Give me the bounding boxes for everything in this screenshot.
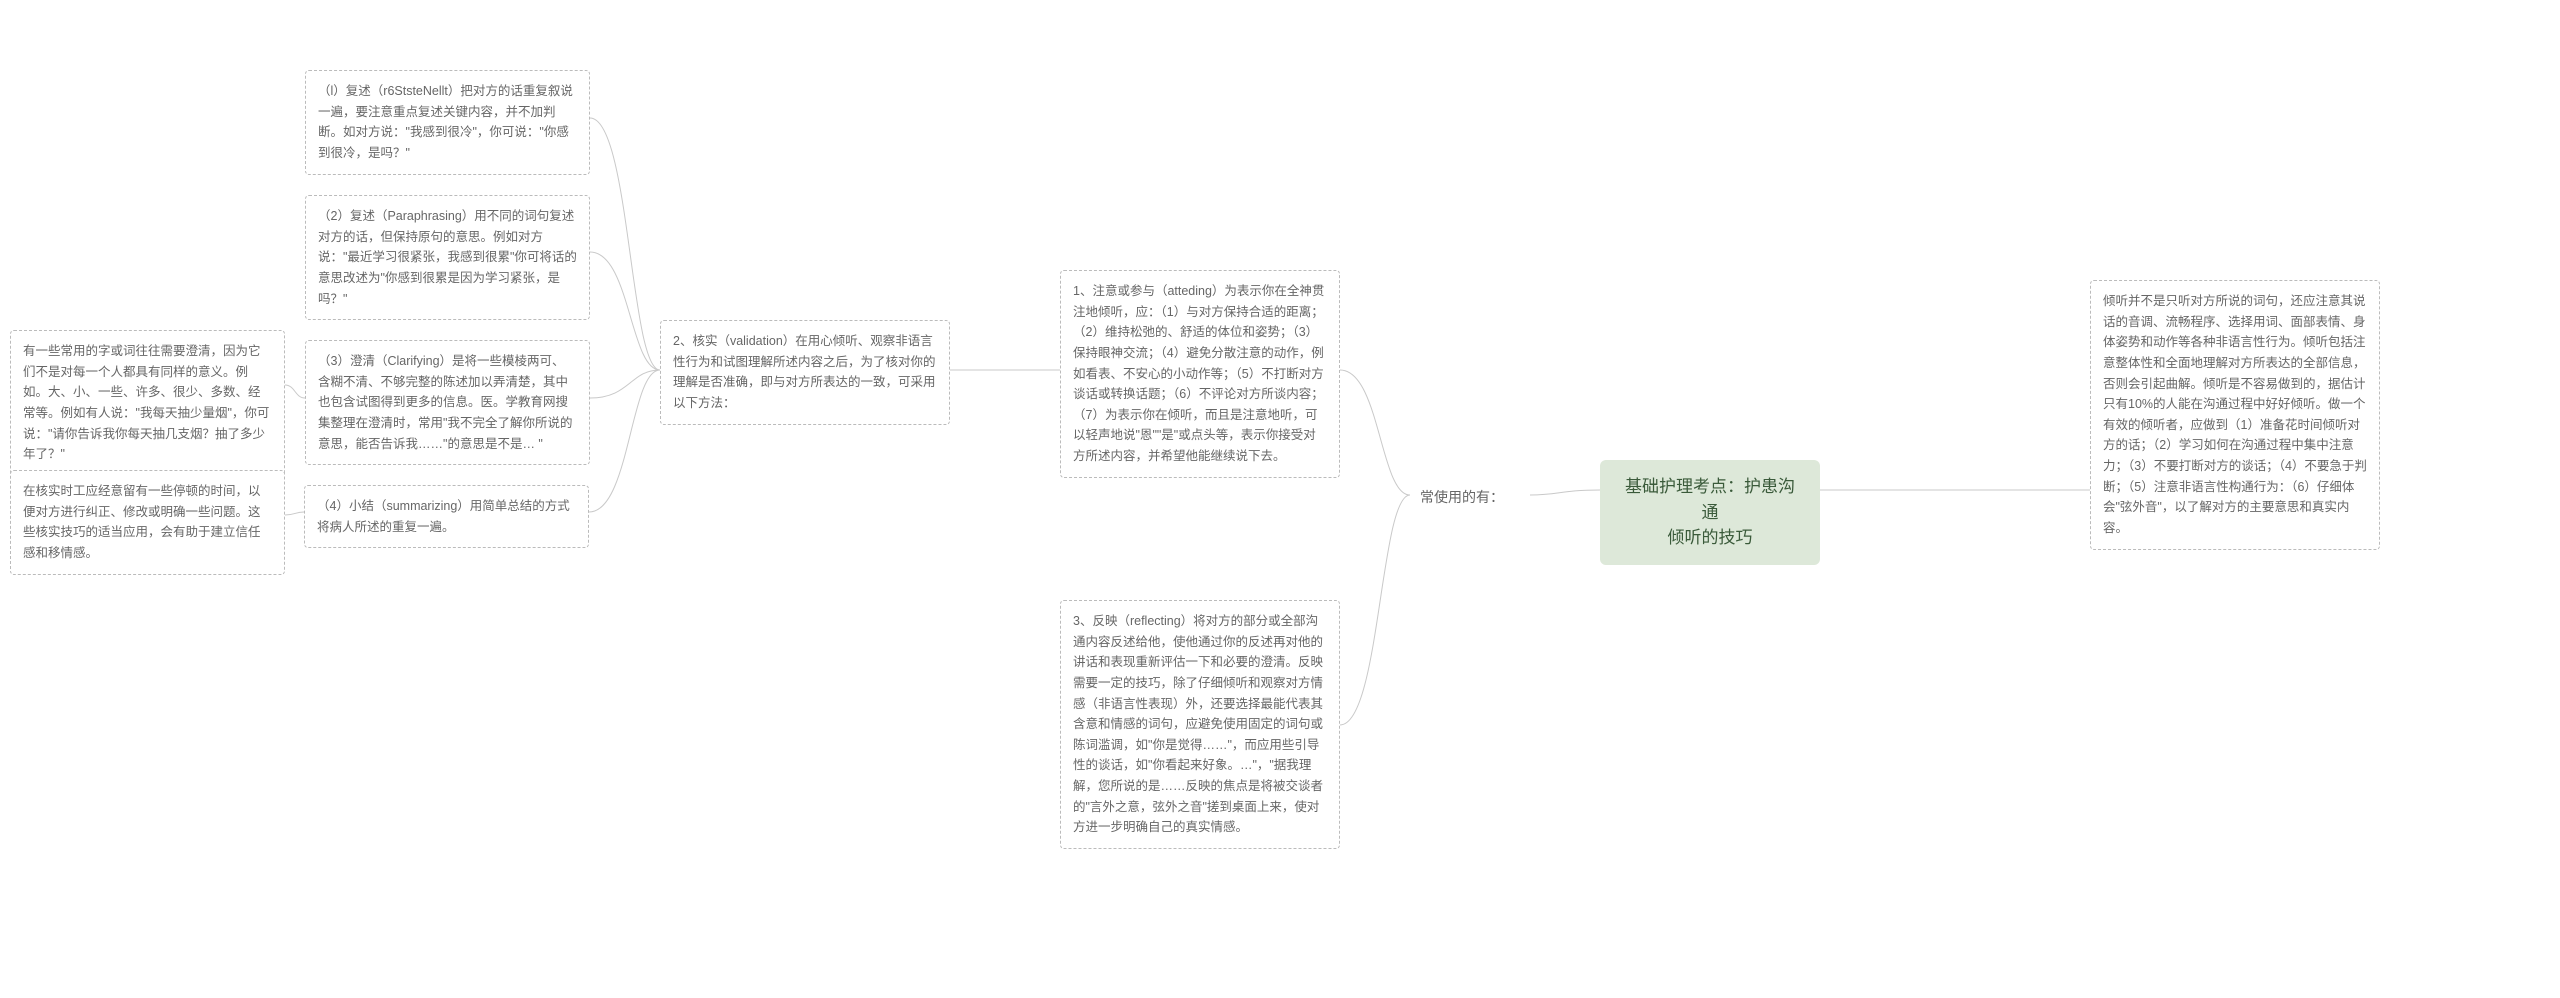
level3-node-3-text: （3）澄清（Clarifying）是将一些模棱两可、含糊不清、不够完整的陈述加以… [318,354,572,451]
level3-node-1: （l）复述（r6StsteNellt）把对方的话重复叙说一遍，要注意重点复述关键… [305,70,590,175]
level3-node-4-text: （4）小结（summarizing）用简单总结的方式将病人所述的重复一遍。 [317,499,570,534]
branch-label-text: 常使用的有： [1420,489,1504,505]
level2-node-1: 1、注意或参与（atteding）为表示你在全神贯注地倾听，应：（1）与对方保持… [1060,270,1340,478]
level3-node-1-text: （l）复述（r6StsteNellt）把对方的话重复叙说一遍，要注意重点复述关键… [318,84,573,160]
level3-node-2: （2）复述（Paraphrasing）用不同的词句复述对方的话，但保持原句的意思… [305,195,590,320]
level3-node-2-text: （2）复述（Paraphrasing）用不同的词句复述对方的话，但保持原句的意思… [318,209,577,306]
level2-node-1-text: 1、注意或参与（atteding）为表示你在全神贯注地倾听，应：（1）与对方保持… [1073,284,1324,463]
level4-node-1: 有一些常用的字或词往往需要澄清，因为它们不是对每一个人都具有同样的意义。例如。大… [10,330,285,476]
level2-node-2-text: 2、核实（validation）在用心倾听、观察非语言性行为和试图理解所述内容之… [673,334,936,410]
level4-node-2: 在核实时工应经意留有一些停顿的时间，以便对方进行纠正、修改或明确一些问题。这些核… [10,470,285,575]
right-description-text: 倾听并不是只听对方所说的词句，还应注意其说话的音调、流畅程序、选择用词、面部表情… [2103,294,2367,535]
level4-node-2-text: 在核实时工应经意留有一些停顿的时间，以便对方进行纠正、修改或明确一些问题。这些核… [23,484,261,560]
level2-node-3: 3、反映（reflecting）将对方的部分或全部沟通内容反述给他，使他通过你的… [1060,600,1340,849]
root-node: 基础护理考点：护患沟通倾听的技巧 [1600,460,1820,565]
level4-node-1-text: 有一些常用的字或词往往需要澄清，因为它们不是对每一个人都具有同样的意义。例如。大… [23,344,269,461]
level2-node-2: 2、核实（validation）在用心倾听、观察非语言性行为和试图理解所述内容之… [660,320,950,425]
right-description: 倾听并不是只听对方所说的词句，还应注意其说话的音调、流畅程序、选择用词、面部表情… [2090,280,2380,550]
level3-node-4: （4）小结（summarizing）用简单总结的方式将病人所述的重复一遍。 [304,485,589,548]
branch-label: 常使用的有： [1410,480,1530,514]
level2-node-3-text: 3、反映（reflecting）将对方的部分或全部沟通内容反述给他，使他通过你的… [1073,614,1323,834]
level3-node-3: （3）澄清（Clarifying）是将一些模棱两可、含糊不清、不够完整的陈述加以… [305,340,590,465]
root-title: 基础护理考点：护患沟通倾听的技巧 [1625,477,1795,547]
